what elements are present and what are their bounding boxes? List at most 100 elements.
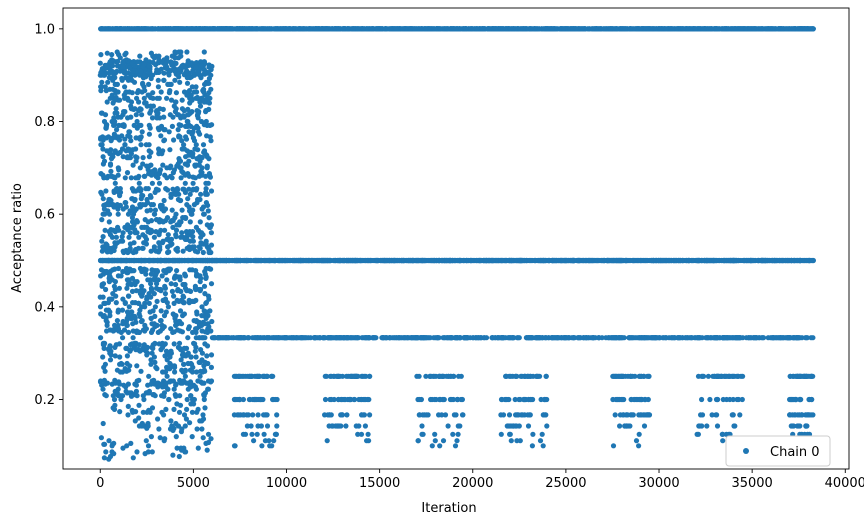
data-point	[116, 167, 122, 173]
data-point	[208, 138, 214, 144]
data-point	[208, 352, 215, 358]
data-point	[202, 368, 208, 374]
data-point	[177, 402, 184, 408]
data-point	[99, 26, 105, 32]
data-point	[113, 90, 119, 96]
data-point	[152, 341, 158, 347]
data-point	[149, 267, 155, 273]
data-point	[167, 88, 173, 94]
data-point	[200, 142, 207, 148]
data-point	[178, 288, 184, 294]
data-point	[161, 412, 167, 418]
data-point	[132, 418, 138, 424]
data-point	[208, 188, 215, 194]
data-point	[171, 313, 178, 319]
data-point	[105, 300, 111, 306]
data-point	[145, 382, 151, 388]
data-point	[189, 97, 195, 103]
data-point	[184, 80, 191, 86]
data-point	[186, 173, 192, 179]
data-point	[183, 416, 189, 422]
data-point	[136, 122, 142, 128]
data-point	[205, 293, 212, 299]
data-point	[178, 234, 184, 240]
data-point	[419, 26, 425, 32]
data-point	[188, 354, 194, 360]
data-point	[168, 281, 174, 287]
data-point	[469, 26, 476, 32]
data-point	[141, 84, 147, 90]
data-point	[100, 211, 106, 217]
data-point	[510, 26, 516, 32]
data-point	[188, 211, 194, 217]
data-point	[179, 138, 185, 144]
data-point	[204, 165, 210, 171]
data-point	[161, 324, 167, 330]
data-point	[178, 347, 184, 353]
data-point	[172, 215, 178, 221]
data-point	[168, 191, 174, 197]
data-point	[156, 171, 163, 177]
data-point	[191, 341, 198, 347]
data-point	[164, 373, 170, 379]
data-point	[181, 311, 187, 317]
data-point	[162, 436, 168, 442]
data-point	[185, 335, 191, 341]
data-point	[179, 352, 186, 358]
data-point	[172, 68, 178, 74]
data-point	[115, 273, 121, 279]
data-point	[147, 207, 154, 213]
data-point	[204, 447, 210, 453]
data-point	[184, 162, 191, 168]
data-point	[137, 106, 143, 112]
data-point	[758, 26, 765, 32]
data-point	[109, 57, 115, 63]
data-point	[194, 186, 200, 192]
data-point	[114, 127, 120, 133]
data-point	[182, 373, 188, 379]
data-point	[708, 26, 714, 32]
data-point	[194, 94, 200, 101]
data-point	[156, 26, 162, 32]
data-point	[191, 318, 197, 324]
data-point	[143, 267, 149, 273]
data-point	[179, 207, 185, 213]
data-point	[192, 384, 198, 390]
data-point	[150, 202, 156, 208]
data-point	[100, 354, 106, 360]
data-point	[100, 234, 106, 240]
data-point	[112, 353, 118, 359]
data-point	[187, 229, 193, 235]
data-point	[444, 26, 450, 32]
data-point	[195, 69, 201, 75]
data-point	[133, 154, 139, 160]
data-point	[113, 106, 119, 112]
data-point	[145, 186, 151, 192]
data-point	[115, 307, 121, 313]
data-point	[104, 328, 110, 334]
data-point	[143, 236, 150, 242]
data-point	[205, 439, 212, 446]
data-point	[105, 134, 112, 140]
data-point	[151, 55, 157, 61]
data-point	[208, 364, 214, 370]
data-point	[103, 188, 109, 194]
data-point	[201, 49, 207, 55]
data-point	[112, 118, 118, 125]
data-point	[112, 286, 118, 293]
data-point	[101, 342, 107, 348]
data-point	[160, 148, 166, 154]
data-point	[125, 329, 132, 335]
data-point	[99, 217, 105, 223]
data-point	[114, 240, 120, 246]
data-point	[123, 90, 129, 96]
data-point	[224, 26, 230, 32]
data-point	[131, 79, 138, 85]
data-point	[170, 224, 176, 230]
data-point	[175, 127, 181, 133]
data-point	[437, 26, 443, 32]
data-point	[136, 186, 142, 192]
data-point	[141, 62, 147, 68]
data-point	[120, 59, 126, 65]
data-point	[208, 436, 214, 442]
